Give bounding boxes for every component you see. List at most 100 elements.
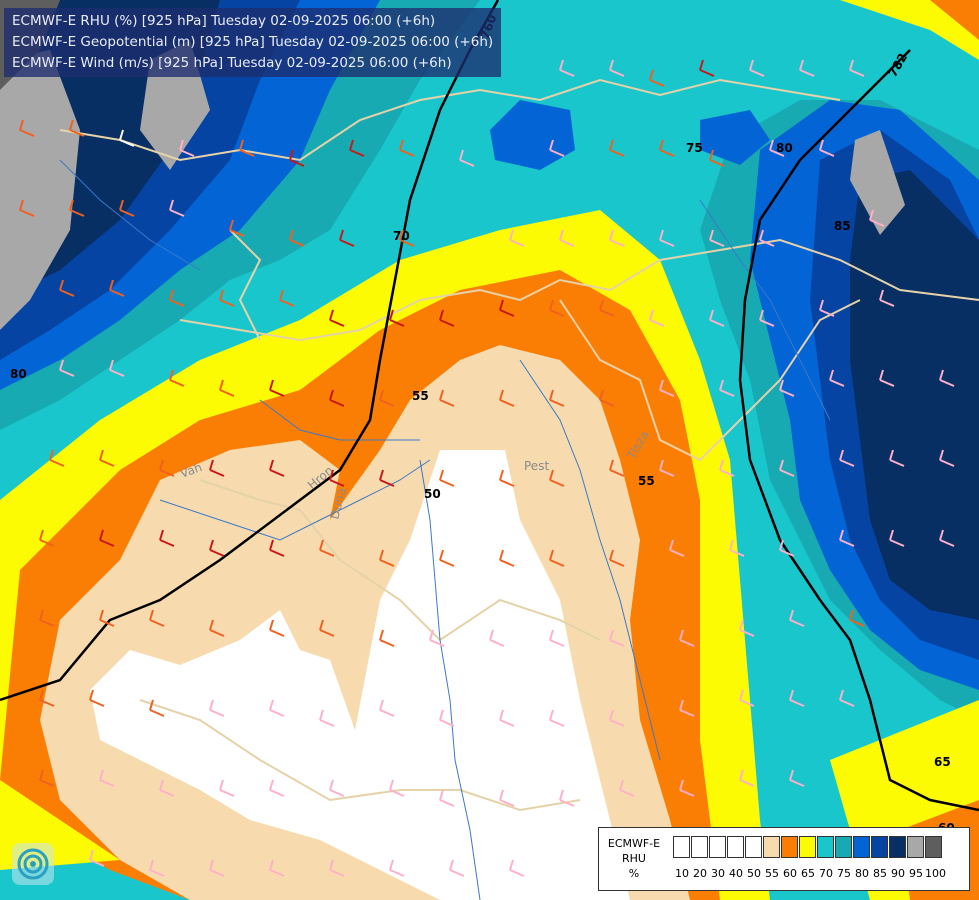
wind-barb <box>339 229 355 247</box>
legend-tick: 85 <box>873 867 887 880</box>
legend-swatch <box>907 836 924 858</box>
wind-barb <box>69 199 85 217</box>
wind-barb <box>819 299 835 317</box>
legend-tick: 10 <box>675 867 689 880</box>
wind-barb <box>549 139 565 157</box>
legend-tick: 20 <box>693 867 707 880</box>
wind-barb <box>609 59 625 77</box>
wind-barb <box>559 229 575 247</box>
wind-barb <box>89 849 105 867</box>
wind-barb <box>609 459 625 477</box>
wind-barb <box>209 619 225 637</box>
wind-barb <box>269 699 285 717</box>
wind-barb <box>389 779 405 797</box>
legend-tick: 80 <box>855 867 869 880</box>
wind-barb <box>229 219 245 237</box>
wind-barb <box>269 619 285 637</box>
wind-barb <box>389 859 405 877</box>
wind-barb <box>739 689 755 707</box>
title-box: ECMWF-E RHU (%) [925 hPa] Tuesday 02-09-… <box>4 8 502 77</box>
wind-barb <box>669 539 685 557</box>
wind-barb <box>679 779 695 797</box>
color-legend: ECMWF-E RHU % 10 20 30 40 50 55 60 65 70 75 80 85 90… <box>598 827 970 891</box>
wind-barb <box>149 859 165 877</box>
wind-barb <box>289 229 305 247</box>
wind-barb <box>769 139 785 157</box>
wind-barb <box>509 859 525 877</box>
wind-barb <box>499 469 515 487</box>
wind-barb <box>159 529 175 547</box>
wind-barb <box>179 139 195 157</box>
wind-barb <box>209 859 225 877</box>
wind-barb <box>939 369 955 387</box>
wind-barb <box>719 459 735 477</box>
legend-swatch <box>691 836 708 858</box>
wind-barb <box>709 149 725 167</box>
wind-barb <box>99 769 115 787</box>
legend-label: ECMWF-E RHU % <box>601 836 667 881</box>
wind-barb <box>99 449 115 467</box>
wind-barb <box>169 369 185 387</box>
wind-barb <box>209 699 225 717</box>
wind-barb <box>729 539 745 557</box>
wind-barb <box>889 529 905 547</box>
place-label: Pest <box>524 459 549 473</box>
contour-label: 75 <box>686 141 703 155</box>
wind-barb <box>439 709 455 727</box>
wind-barb <box>329 389 345 407</box>
legend-label-model: ECMWF-E <box>607 837 661 850</box>
wind-barb <box>319 709 335 727</box>
wind-barb <box>559 59 575 77</box>
wind-barb <box>99 529 115 547</box>
wind-barb <box>499 549 515 567</box>
legend-swatch <box>799 836 816 858</box>
wind-barb <box>839 449 855 467</box>
contour-label: 50 <box>424 487 441 501</box>
wind-barb <box>39 689 55 707</box>
legend-swatch <box>745 836 762 858</box>
wind-barb <box>289 149 305 167</box>
wind-barb <box>169 199 185 217</box>
wind-barb <box>879 369 895 387</box>
legend-tick: 30 <box>711 867 725 880</box>
legend-label-field: RHU <box>622 852 646 865</box>
wind-barb <box>709 309 725 327</box>
contour-label: 65 <box>934 755 951 769</box>
wind-barb <box>849 609 865 627</box>
wind-barb <box>329 309 345 327</box>
wind-barb <box>239 139 255 157</box>
wind-barb <box>149 609 165 627</box>
legend-swatch <box>925 836 942 858</box>
wind-barb <box>399 229 415 247</box>
wind-barb <box>939 449 955 467</box>
wind-barb <box>349 139 365 157</box>
wind-barb <box>749 59 765 77</box>
wind-barb <box>269 539 285 557</box>
wind-barb <box>379 549 395 567</box>
wind-barb <box>819 139 835 157</box>
wind-barb <box>609 139 625 157</box>
wind-barb <box>659 139 675 157</box>
wind-barb <box>739 619 755 637</box>
legend-tick: 100 <box>925 867 946 880</box>
wind-barb <box>19 199 35 217</box>
wind-barb <box>439 789 455 807</box>
legend-swatch <box>709 836 726 858</box>
wind-barb <box>449 859 465 877</box>
wind-barb <box>649 69 665 87</box>
wind-barb <box>849 59 865 77</box>
wind-barb <box>69 119 85 137</box>
wind-barb <box>779 539 795 557</box>
wind-barb <box>159 779 175 797</box>
wind-barb <box>219 289 235 307</box>
wind-barb <box>869 209 885 227</box>
wind-barb <box>709 229 725 247</box>
wind-barb <box>439 389 455 407</box>
wind-barb <box>379 699 395 717</box>
wind-barb <box>549 709 565 727</box>
wind-barb <box>269 379 285 397</box>
wind-barb <box>889 449 905 467</box>
wind-barb <box>659 459 675 477</box>
wind-barb <box>439 309 455 327</box>
